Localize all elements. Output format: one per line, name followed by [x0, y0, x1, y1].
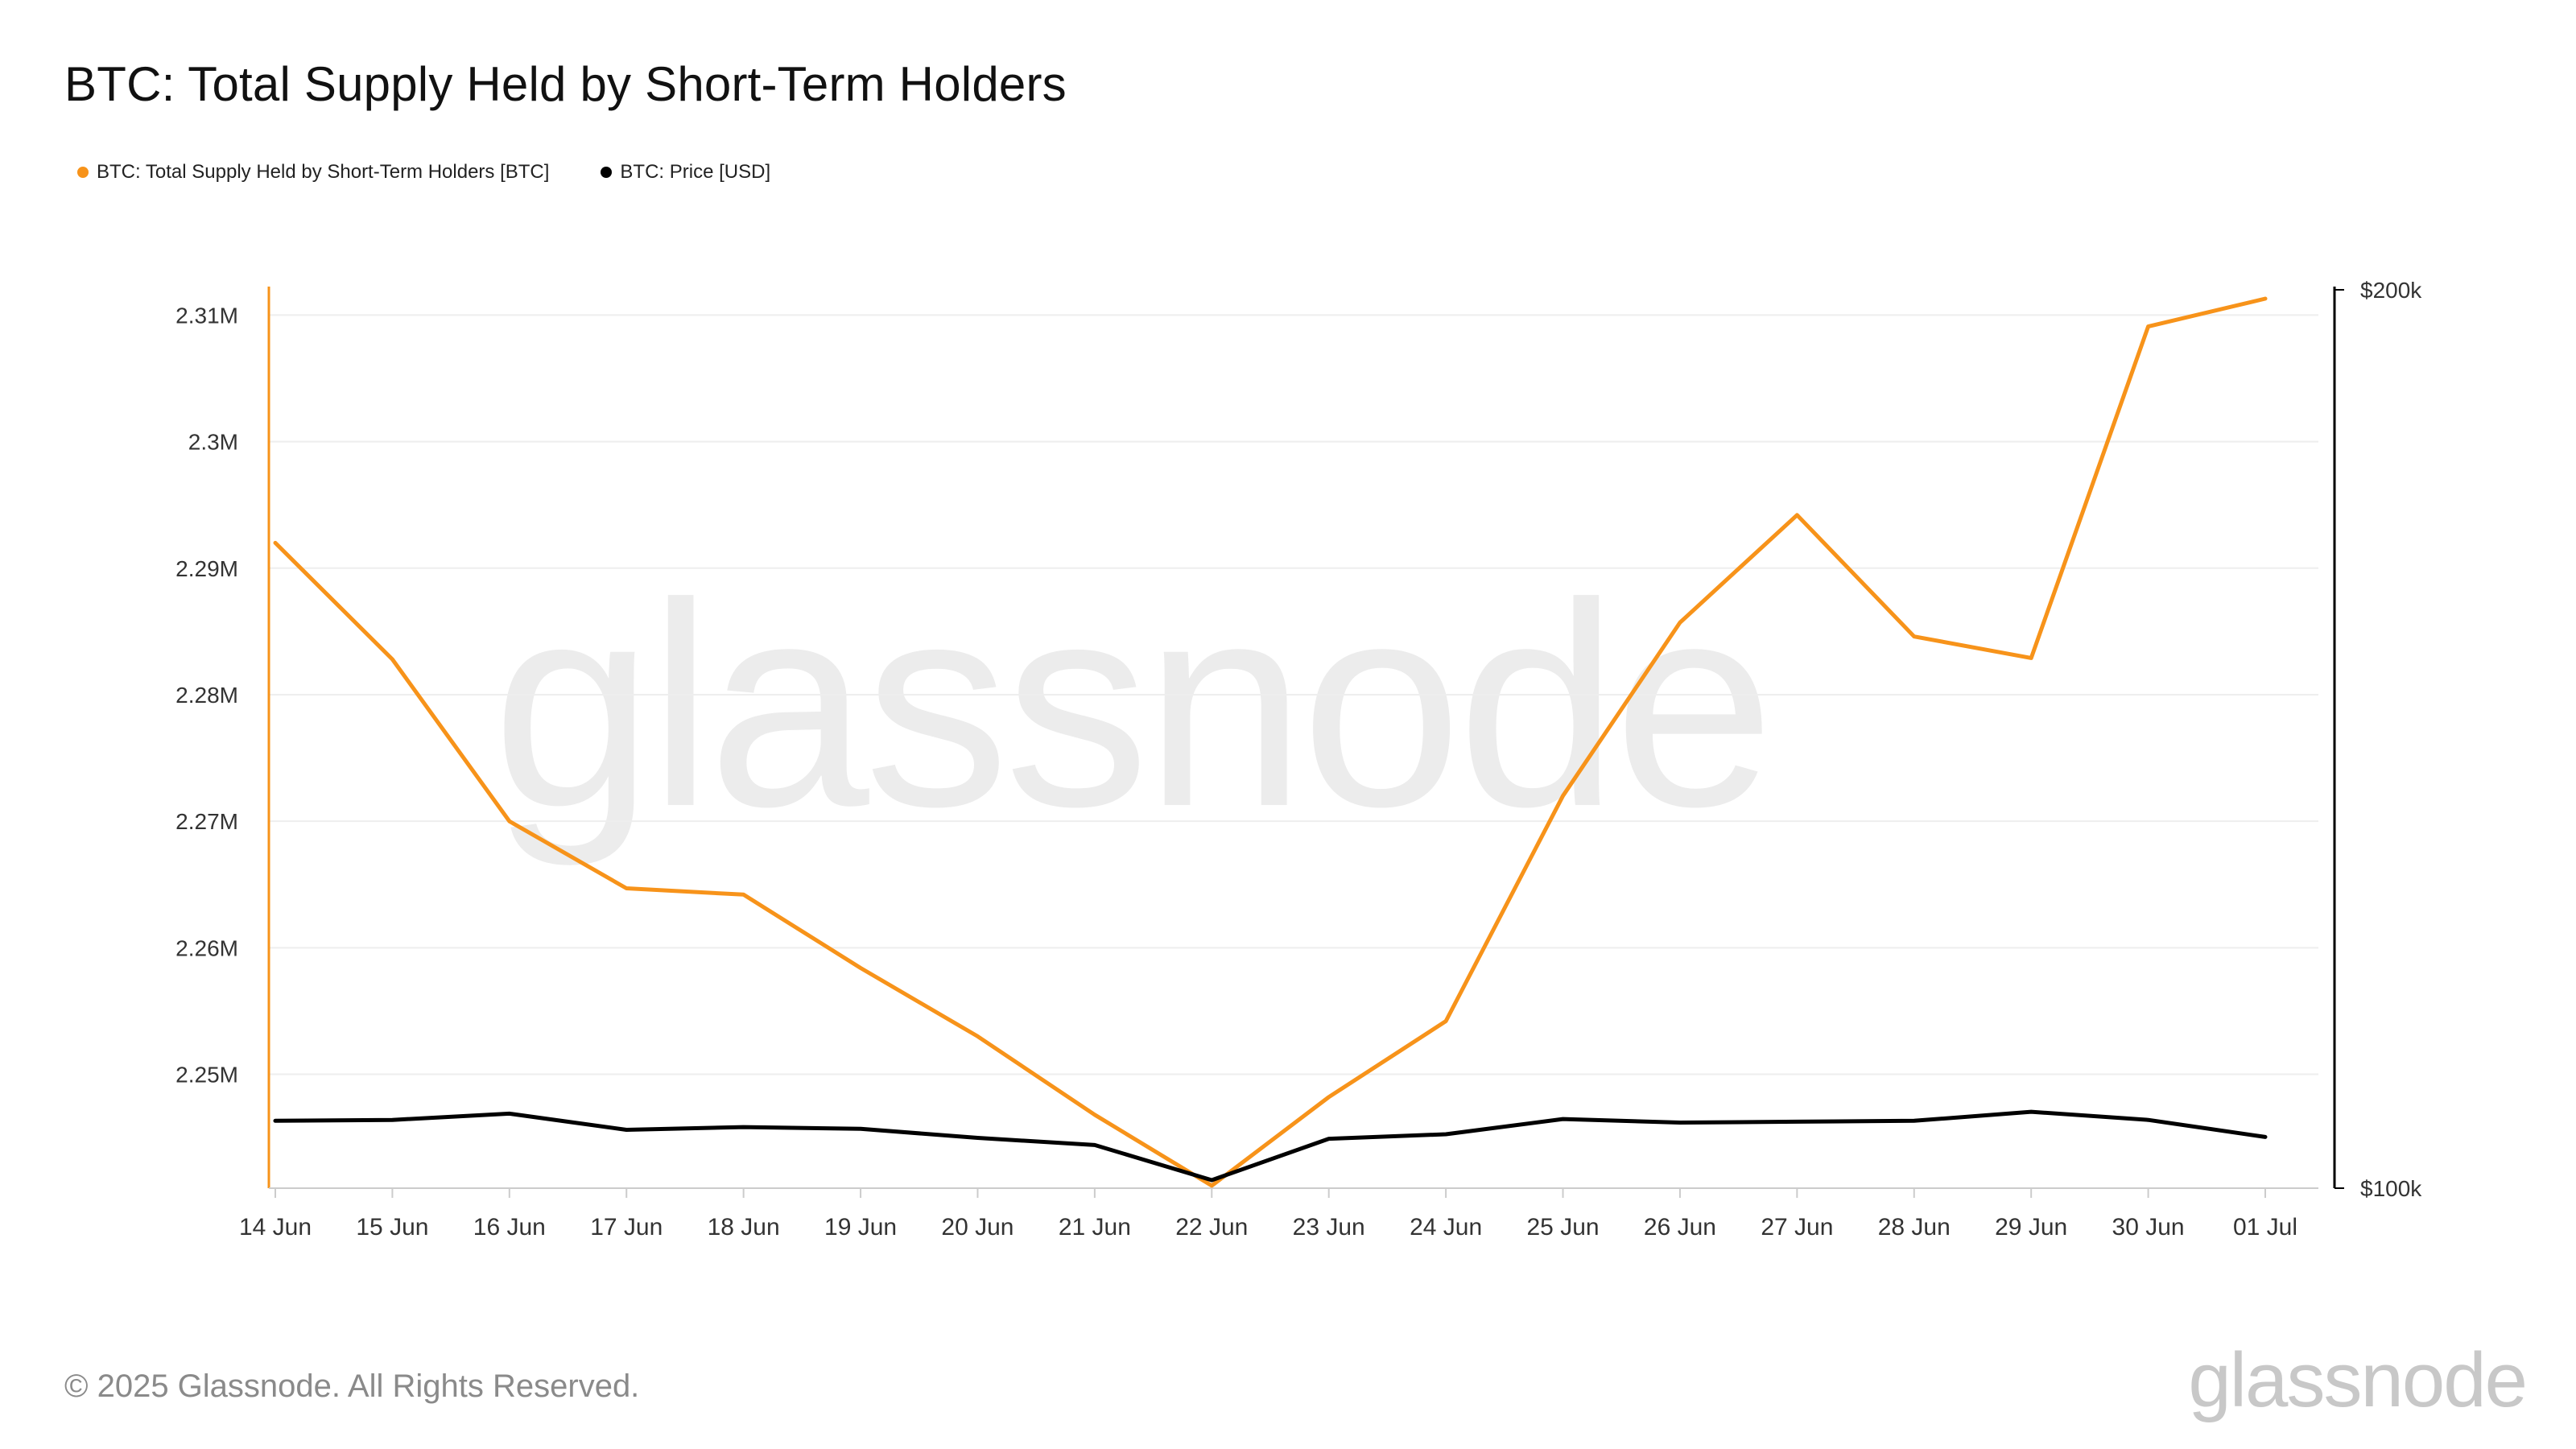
data-point-price[interactable] — [1794, 1119, 1799, 1124]
x-tick-label: 19 Jun — [824, 1214, 897, 1241]
legend: BTC: Total Supply Held by Short-Term Hol… — [77, 161, 822, 184]
x-tick-label: 01 Jul — [2233, 1214, 2297, 1241]
y-left-tick-label: 2.28M — [175, 683, 238, 708]
data-point-price[interactable] — [975, 1136, 980, 1141]
data-point-supply[interactable] — [507, 819, 512, 824]
data-point-price[interactable] — [624, 1127, 629, 1132]
x-tick-label: 26 Jun — [1644, 1214, 1716, 1241]
x-tick-label: 14 Jun — [239, 1214, 312, 1241]
data-point-price[interactable] — [2029, 1109, 2033, 1114]
data-point-price[interactable] — [1912, 1118, 1917, 1123]
data-point-price[interactable] — [858, 1126, 863, 1131]
legend-label-price: BTC: Price [USD] — [620, 161, 771, 183]
x-tick-label: 16 Jun — [473, 1214, 546, 1241]
legend-dot-price-icon — [601, 167, 613, 178]
x-tick-label: 29 Jun — [1995, 1214, 2067, 1241]
chart-title: BTC: Total Supply Held by Short-Term Hol… — [64, 57, 1067, 111]
x-tick-label: 17 Jun — [590, 1214, 663, 1241]
x-tick-label: 20 Jun — [941, 1214, 1013, 1241]
data-point-price[interactable] — [741, 1125, 746, 1129]
data-point-price[interactable] — [1678, 1121, 1682, 1125]
data-point-supply[interactable] — [273, 540, 278, 545]
data-point-price[interactable] — [273, 1118, 278, 1123]
data-point-supply[interactable] — [1678, 620, 1682, 625]
data-point-price[interactable] — [390, 1117, 394, 1122]
data-point-supply[interactable] — [1561, 794, 1566, 799]
data-point-price[interactable] — [2146, 1117, 2151, 1122]
series-line-price[interactable] — [273, 1109, 2268, 1183]
x-tick-label: 18 Jun — [708, 1214, 780, 1241]
legend-item-supply[interactable]: BTC: Total Supply Held by Short-Term Hol… — [77, 161, 549, 184]
data-point-supply[interactable] — [2263, 296, 2268, 301]
data-point-supply[interactable] — [2146, 324, 2151, 329]
y-right-tick-label: $100k — [2360, 1176, 2422, 1201]
x-tick-label: 24 Jun — [1410, 1214, 1482, 1241]
watermark-text: glassnode — [492, 543, 1769, 869]
y-left-tick-label: 2.29M — [175, 556, 238, 581]
x-tick-label: 27 Jun — [1761, 1214, 1833, 1241]
x-tick-label: 21 Jun — [1059, 1214, 1131, 1241]
data-point-supply[interactable] — [1794, 513, 1799, 518]
data-point-supply[interactable] — [1327, 1095, 1331, 1100]
y-left-tick-label: 2.26M — [175, 935, 238, 960]
data-point-supply[interactable] — [390, 657, 394, 662]
data-point-price[interactable] — [1561, 1117, 1566, 1121]
data-point-price[interactable] — [1092, 1142, 1097, 1147]
data-point-supply[interactable] — [624, 886, 629, 890]
legend-item-price[interactable]: BTC: Price [USD] — [601, 161, 770, 184]
x-tick-label: 22 Jun — [1175, 1214, 1248, 1241]
y-left-tick-label: 2.3M — [188, 430, 238, 455]
data-point-price[interactable] — [1327, 1137, 1331, 1141]
y-right-tick-label: $200k — [2360, 278, 2422, 303]
data-point-supply[interactable] — [858, 966, 863, 971]
data-point-price[interactable] — [2263, 1134, 2268, 1139]
data-point-supply[interactable] — [2029, 655, 2033, 660]
y-left-tick-label: 2.31M — [175, 303, 238, 328]
data-point-supply[interactable] — [1209, 1183, 1214, 1188]
legend-label-supply: BTC: Total Supply Held by Short-Term Hol… — [97, 161, 550, 183]
glassnode-logo[interactable]: glassnode — [2188, 1337, 2528, 1423]
x-tick-label: 23 Jun — [1293, 1214, 1365, 1241]
data-point-supply[interactable] — [975, 1034, 980, 1038]
data-point-price[interactable] — [1443, 1132, 1448, 1137]
x-tick-label: 25 Jun — [1526, 1214, 1599, 1241]
data-point-supply[interactable] — [741, 892, 746, 897]
data-point-supply[interactable] — [1443, 1019, 1448, 1024]
data-point-supply[interactable] — [1912, 634, 1917, 639]
x-tick-label: 15 Jun — [356, 1214, 428, 1241]
data-point-supply[interactable] — [1092, 1113, 1097, 1117]
y-left-tick-label: 2.25M — [175, 1063, 238, 1088]
series-line-supply[interactable] — [273, 296, 2268, 1188]
copyright-text: © 2025 Glassnode. All Rights Reserved. — [64, 1368, 640, 1404]
x-tick-label: 30 Jun — [2112, 1214, 2185, 1241]
data-point-price[interactable] — [1209, 1178, 1214, 1183]
data-point-price[interactable] — [507, 1111, 512, 1116]
legend-dot-supply-icon — [77, 167, 89, 178]
y-left-tick-label: 2.27M — [175, 809, 238, 834]
x-tick-label: 28 Jun — [1878, 1214, 1951, 1241]
